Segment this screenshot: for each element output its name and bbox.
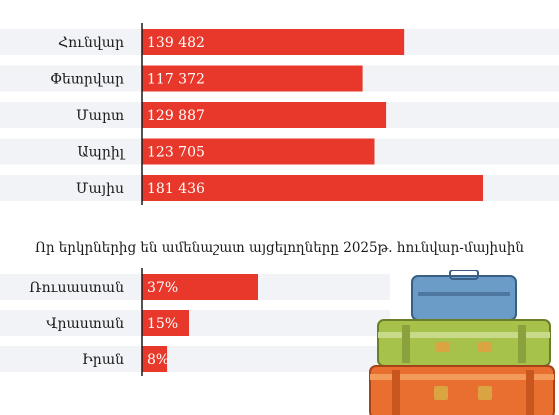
category-label: Հունվար (58, 35, 124, 51)
data-label: 15% (147, 316, 178, 332)
bar (142, 274, 258, 300)
data-label: 37% (147, 280, 178, 296)
chart-title: Որ երկրներից են ամենաշատ այցելողները 202… (35, 240, 524, 256)
category-label: Վրաստան (46, 316, 124, 332)
data-label: 181 436 (147, 181, 205, 197)
luggage-stack-icon (369, 270, 555, 415)
category-label: Փետրվար (50, 72, 124, 88)
bar (142, 29, 405, 55)
bar (142, 65, 363, 92)
data-label: 129 887 (147, 108, 205, 124)
row-background (0, 310, 390, 336)
category-label: Ապրիլ (77, 145, 125, 161)
data-label: 117 372 (147, 72, 205, 88)
category-label: Մարտ (76, 108, 124, 124)
bar (142, 175, 483, 201)
category-label: Ռուսաստան (29, 280, 124, 296)
category-label: Մայիս (76, 181, 124, 197)
bar (142, 138, 375, 165)
data-label: 139 482 (147, 35, 205, 51)
data-label: 8% (147, 352, 169, 368)
data-label: 123 705 (147, 145, 205, 161)
monthly-visitors-chart: Հունվար 139 482 Փետրվար 117 372 Մարտ 129 887 Ա… (0, 23, 559, 205)
row-background (0, 346, 390, 372)
category-label: Իրան (82, 352, 124, 368)
bar (142, 310, 190, 336)
bar (142, 102, 387, 128)
bar (142, 346, 168, 372)
